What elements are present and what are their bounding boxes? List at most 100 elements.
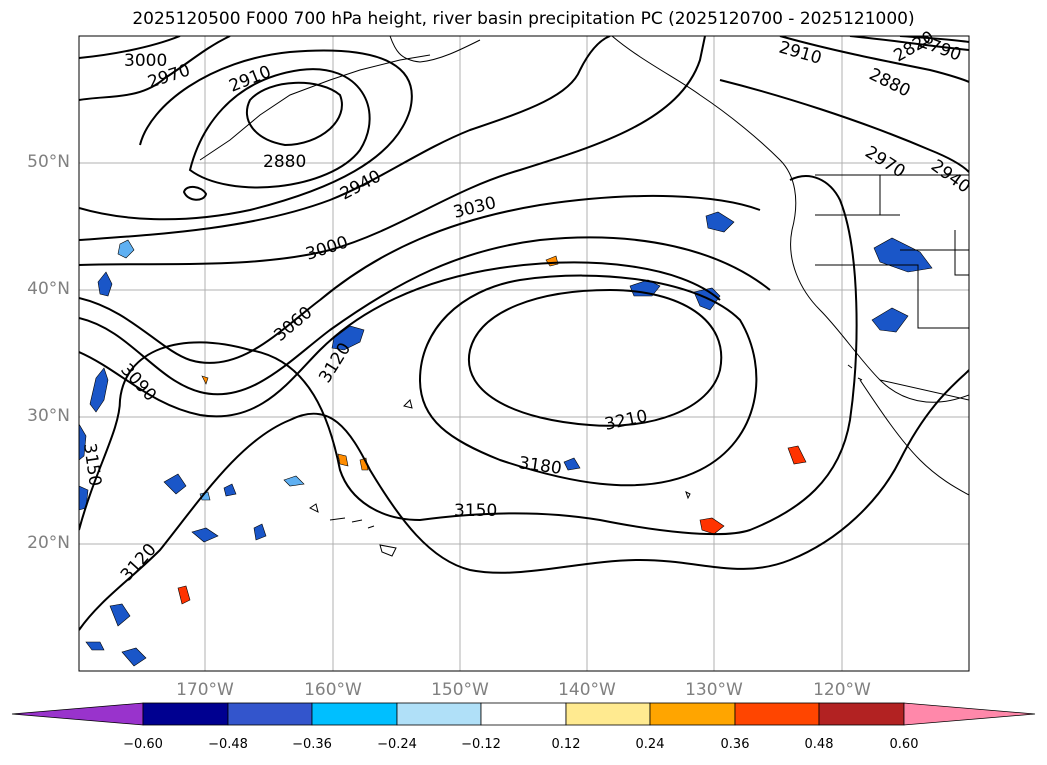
contour-label: 2880: [866, 65, 914, 102]
coastline-hawaii: [329, 517, 397, 557]
contour-label: 3150: [79, 442, 105, 488]
coastline-aleutians: [199, 54, 431, 161]
contour-label: 3120: [117, 540, 161, 586]
contour-label: 2910: [777, 38, 824, 69]
precip-patch: [223, 483, 237, 497]
lon-label-120w: 120°W: [813, 680, 871, 700]
contour-line: [79, 236, 771, 396]
contour-label: 2940: [337, 166, 385, 204]
contour-labels: 3000 2970 2910 2880 2940 3030 3000 3060 …: [79, 27, 974, 585]
contour-label: 2970: [861, 142, 908, 182]
colorbar-segment: [818, 702, 905, 726]
contour-line: [899, 36, 969, 43]
precip-patch: [201, 375, 209, 385]
precip-patch: [85, 641, 105, 651]
coastline-alaska: [389, 36, 481, 63]
precip-patch: [337, 453, 349, 467]
coastline-baja: [859, 379, 969, 496]
colorbar-tick: 0.60: [889, 737, 919, 752]
colorbar-tick: 0.24: [635, 737, 665, 752]
lat-label-40n: 40°N: [27, 279, 70, 299]
colorbar-segment: [311, 702, 398, 726]
contour-label: 3090: [116, 360, 160, 406]
precip-shading: [79, 211, 933, 667]
colorbar-extend-low: [11, 702, 144, 726]
contour-label: 3000: [303, 232, 350, 264]
colorbar-tick: −0.36: [292, 737, 332, 752]
map-title: 2025120500 F000 700 hPa height, river ba…: [132, 9, 915, 29]
contour-label: 2790: [916, 32, 963, 66]
precip-patch: [699, 517, 725, 535]
precip-patch: [163, 473, 187, 495]
precip-patch: [121, 647, 147, 667]
precip-patch: [117, 239, 135, 259]
colorbar-tick: 0.48: [804, 737, 834, 752]
precip-patch: [787, 445, 807, 465]
colorbar-tick: −0.60: [123, 737, 163, 752]
colorbar-segment: [480, 702, 567, 726]
precip-patch: [331, 325, 365, 351]
colorbar-segment: [396, 702, 482, 726]
colorbar-tick: 0.12: [551, 737, 581, 752]
contour-line: [79, 194, 761, 364]
colorbar-tick: −0.24: [377, 737, 417, 752]
precip-patch: [79, 423, 87, 461]
contour-label: 3000: [124, 51, 167, 71]
contour-line: [182, 186, 208, 201]
precip-patch: [563, 457, 581, 471]
contour-label: 2940: [927, 156, 974, 198]
contour-label: 2910: [226, 62, 274, 97]
map-frame: [78, 35, 970, 672]
contour-line: [79, 49, 413, 221]
contour-line: [467, 288, 723, 427]
coastline-north-america: [611, 36, 969, 403]
contour-line: [79, 175, 858, 536]
colorbar: [11, 702, 1036, 726]
contour-line: [79, 369, 969, 631]
precip-patch: [97, 271, 113, 297]
colorbar-tick: −0.48: [208, 737, 248, 752]
coastlines: [199, 36, 969, 557]
contour-line: [79, 36, 706, 266]
contour-line: [719, 79, 969, 173]
colorbar-tick: 0.36: [720, 737, 750, 752]
height-contours: [79, 36, 969, 631]
precip-patch: [545, 255, 559, 267]
contour-line: [79, 261, 721, 418]
colorbar-tick: −0.12: [461, 737, 501, 752]
colorbar-extend-high: [903, 702, 1036, 726]
contour-label: 2880: [263, 152, 306, 172]
contour-line: [79, 36, 181, 59]
precip-patch: [177, 585, 191, 605]
contour-line: [188, 68, 371, 189]
lat-label-30n: 30°N: [27, 406, 70, 426]
precip-patch: [283, 475, 305, 487]
contour-label: 3150: [454, 501, 497, 521]
contour-line: [79, 36, 231, 101]
contour-line: [779, 36, 969, 83]
precip-patch: [253, 523, 267, 541]
lat-label-20n: 20°N: [27, 533, 70, 553]
contour-label: 3120: [315, 339, 355, 386]
precip-patch: [191, 527, 219, 543]
colorbar-segment: [142, 702, 229, 726]
border-line: [815, 174, 969, 401]
lat-label-50n: 50°N: [27, 152, 70, 172]
precip-patch: [873, 237, 933, 273]
contour-line: [849, 36, 969, 51]
lon-label-170w: 170°W: [176, 680, 234, 700]
colorbar-segment: [734, 702, 820, 726]
colorbar-segment: [227, 702, 313, 726]
lon-label-140w: 140°W: [558, 680, 616, 700]
lon-label-130w: 130°W: [685, 680, 743, 700]
precip-patch: [705, 211, 735, 233]
colorbar-segment: [649, 702, 736, 726]
lon-label-150w: 150°W: [431, 680, 489, 700]
lon-label-160w: 160°W: [304, 680, 362, 700]
contour-line: [245, 81, 343, 147]
precip-patch: [109, 603, 131, 627]
gridlines: [79, 36, 969, 671]
coastline-islands: [309, 364, 863, 513]
precip-patch: [871, 307, 909, 333]
